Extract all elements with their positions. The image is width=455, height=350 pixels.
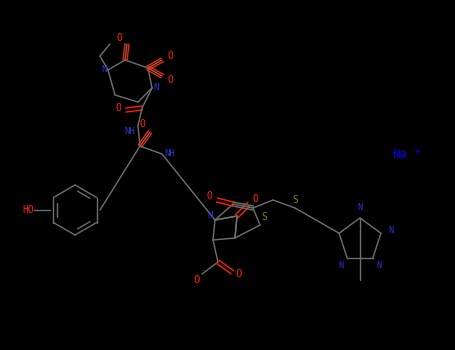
Text: O: O <box>167 75 173 85</box>
Text: N: N <box>339 261 344 271</box>
Text: NH: NH <box>165 149 175 159</box>
Text: ⁻: ⁻ <box>201 267 206 276</box>
Text: O: O <box>206 191 212 201</box>
Text: O: O <box>252 194 258 204</box>
Text: O: O <box>116 33 122 43</box>
Text: HO: HO <box>22 205 34 215</box>
Text: O: O <box>139 119 145 129</box>
Text: N: N <box>358 203 363 212</box>
Text: NH: NH <box>125 127 136 136</box>
Text: S: S <box>261 212 267 222</box>
Text: N: N <box>388 226 393 234</box>
Text: S: S <box>292 195 298 205</box>
Text: O: O <box>235 269 241 279</box>
Text: N: N <box>101 65 106 75</box>
Text: O: O <box>193 275 199 285</box>
Text: Na: Na <box>393 148 408 161</box>
Text: N: N <box>376 261 381 271</box>
Text: O: O <box>167 51 173 61</box>
Text: O: O <box>115 103 121 113</box>
Text: N: N <box>153 84 159 92</box>
Text: N: N <box>207 210 212 219</box>
Text: +: + <box>415 146 421 156</box>
